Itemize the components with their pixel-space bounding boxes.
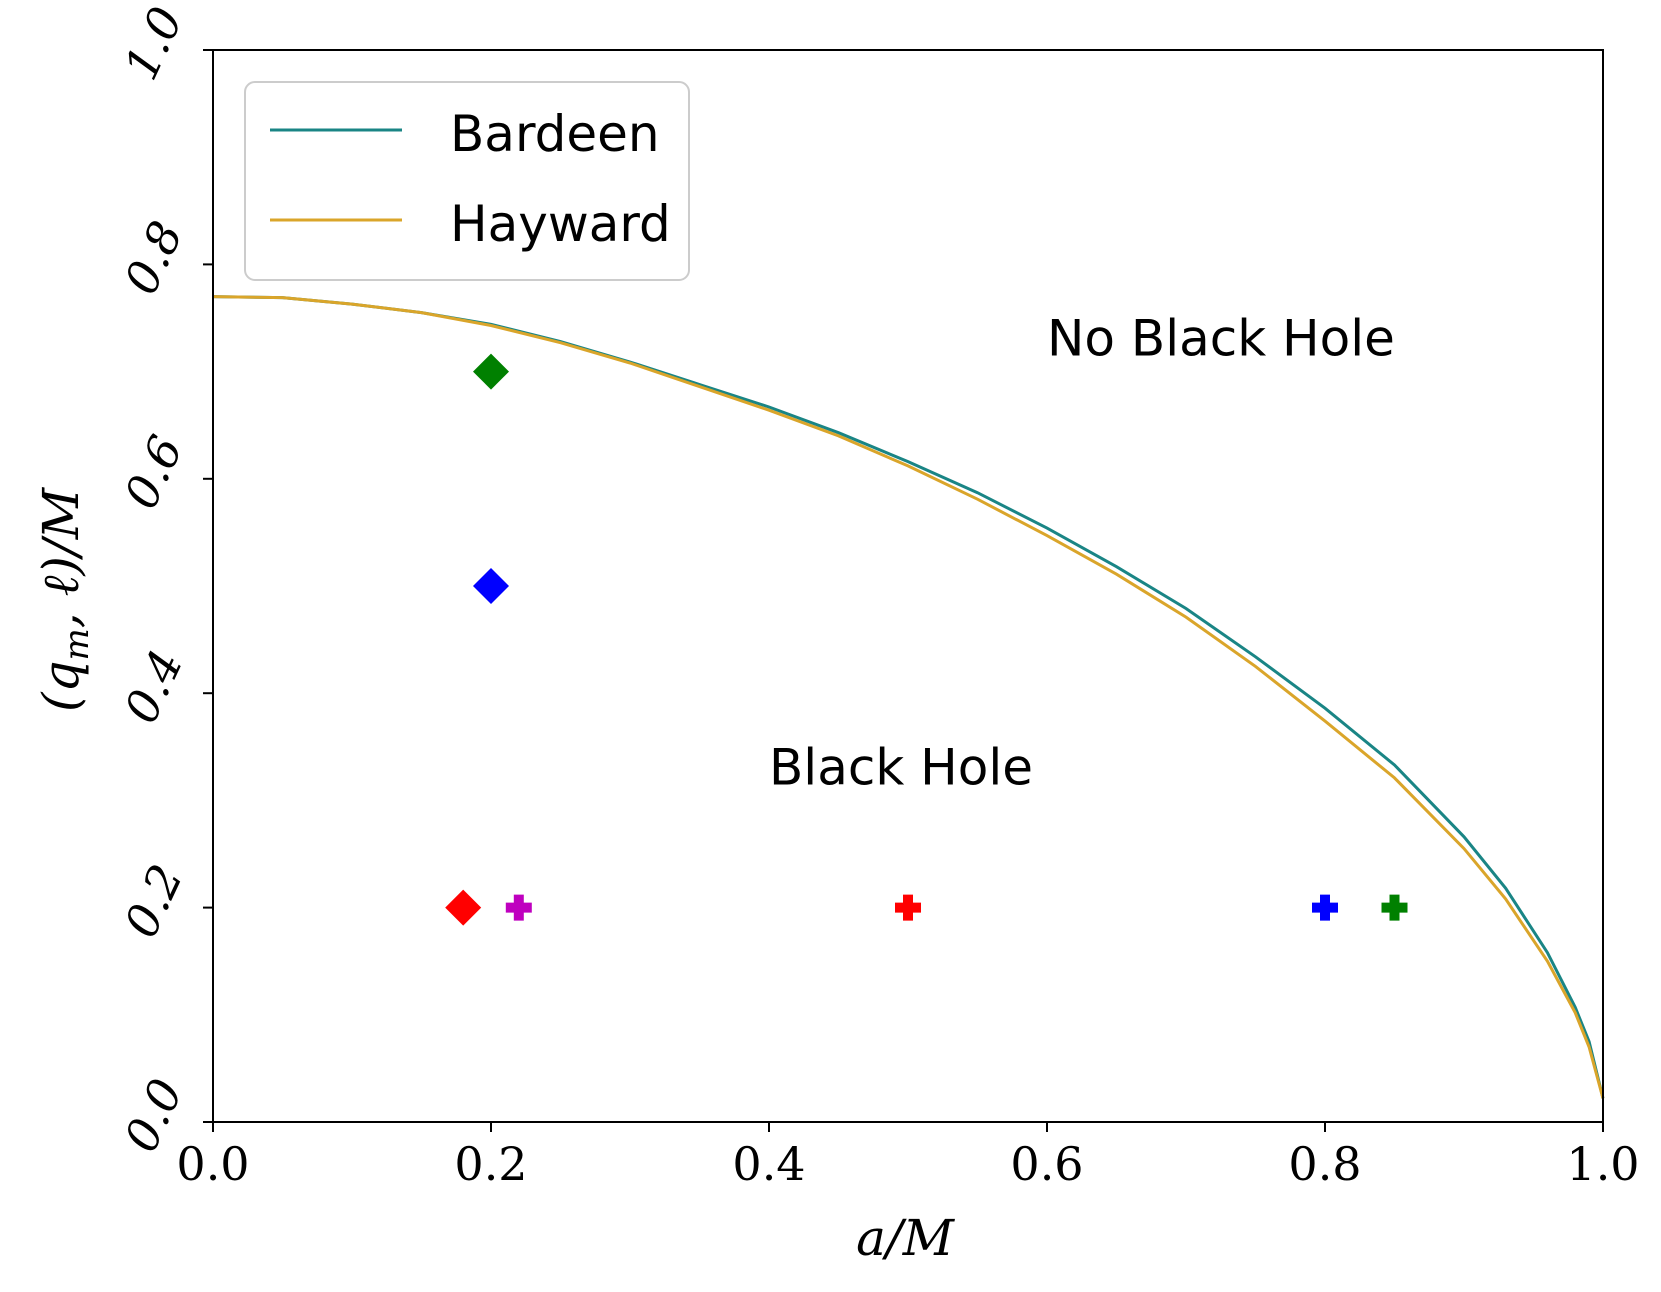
- y-tick-label: 0.8: [114, 213, 194, 302]
- marker-diamond-0: [473, 353, 509, 390]
- x-tick-label: 0.4: [732, 1137, 805, 1191]
- series-line-bardeen: [212, 295, 1605, 1099]
- legend-label-hayward: Hayward: [450, 195, 671, 253]
- x-tick-label: 0.6: [1010, 1137, 1083, 1191]
- y-tick-label: 1.0: [114, 0, 194, 88]
- annotation-no-black-hole: No Black Hole: [1047, 310, 1395, 368]
- marker-diamond-2: [445, 889, 482, 926]
- annotation-black-hole: Black Hole: [769, 738, 1033, 796]
- x-tick-label: 1.0: [1566, 1137, 1639, 1191]
- markers-layer: [445, 353, 1408, 926]
- x-tick-label: 0.2: [454, 1137, 527, 1191]
- legend: Bardeen Hayward: [244, 81, 690, 281]
- marker-diamond-1: [473, 568, 509, 604]
- y-tick-label: 0.2: [114, 856, 194, 945]
- plot-frame: [212, 49, 1604, 1123]
- x-tick-label: 0.0: [176, 1137, 249, 1191]
- marker-plus-5: [1312, 894, 1338, 921]
- x-axis-label: a/M: [856, 1209, 956, 1267]
- series-line-hayward: [212, 295, 1605, 1099]
- x-tick-label: 0.8: [1288, 1137, 1361, 1191]
- y-tick-label: 0.6: [114, 427, 194, 516]
- legend-label-bardeen: Bardeen: [450, 105, 660, 163]
- annotations-layer: No Black Hole Black Hole: [769, 310, 1395, 797]
- marker-plus-6: [1381, 894, 1408, 921]
- y-axis-label: (qm, ℓ)/M: [32, 486, 97, 712]
- marker-plus-4: [895, 894, 921, 921]
- marker-plus-3: [505, 894, 532, 921]
- y-tick-label: 0.4: [114, 642, 194, 731]
- curves-layer: [212, 295, 1605, 1099]
